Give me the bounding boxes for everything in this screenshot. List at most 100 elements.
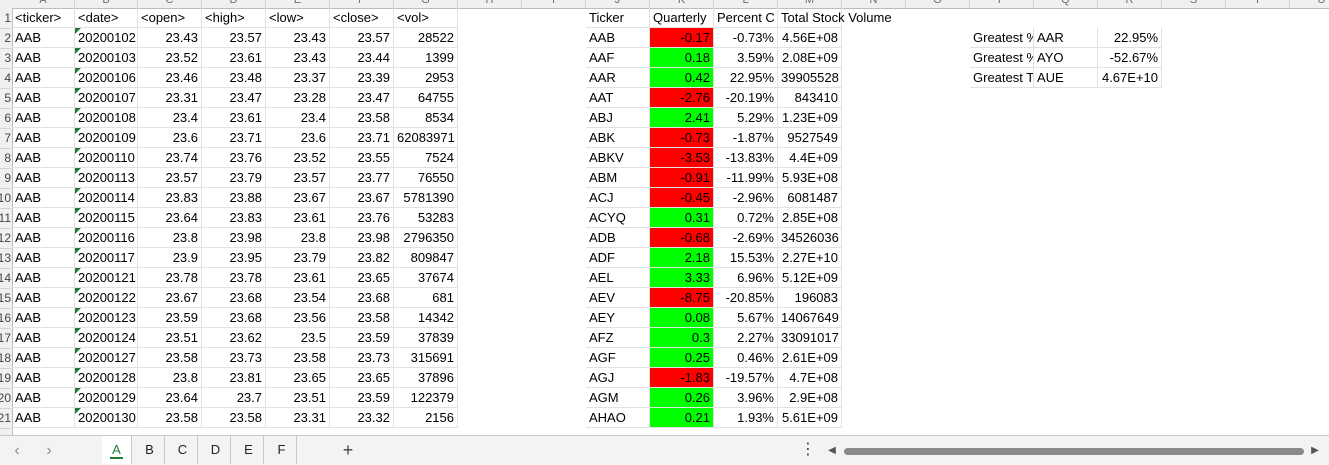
data-cell[interactable]: 23.52 [266,148,330,168]
ticker-cell[interactable]: AAB [12,148,75,168]
percent-change-cell[interactable]: -2.69% [714,228,778,248]
data-cell[interactable]: 23.76 [202,148,266,168]
data-cell[interactable]: 23.76 [330,208,394,228]
total-volume-cell[interactable]: 14067649 [778,308,842,328]
data-cell[interactable]: 23.83 [138,188,202,208]
percent-change-cell[interactable]: 0.46% [714,348,778,368]
percent-change-cell[interactable]: -11.99% [714,168,778,188]
row-header[interactable]: 3 [0,48,11,69]
ticker-cell[interactable]: AAB [12,28,75,48]
quarterly-change-cell[interactable]: 0.25 [650,348,714,368]
data-cell[interactable]: 20200114 [75,188,138,208]
data-cell[interactable]: 23.73 [202,348,266,368]
data-cell[interactable]: 20200115 [75,208,138,228]
row-header[interactable]: 18 [0,348,11,369]
data-cell[interactable]: 23.58 [266,348,330,368]
column-header[interactable]: N [842,0,906,8]
column-header[interactable]: U [1290,0,1329,8]
summary-header[interactable]: Percent C [714,8,778,28]
data-cell[interactable]: 62083971 [394,128,458,148]
percent-change-cell[interactable]: 5.67% [714,308,778,328]
percent-change-cell[interactable]: -13.83% [714,148,778,168]
data-cell[interactable]: 23.65 [330,268,394,288]
row-header[interactable]: 12 [0,228,11,249]
column-header[interactable]: K [650,0,714,8]
percent-change-cell[interactable]: 3.96% [714,388,778,408]
column-title[interactable]: <close> [330,8,394,28]
column-header[interactable]: S [1162,0,1226,8]
data-cell[interactable]: 23.65 [330,368,394,388]
quarterly-change-cell[interactable]: -8.75 [650,288,714,308]
column-header[interactable]: J [586,0,650,8]
row-header[interactable]: 13 [0,248,11,269]
data-cell[interactable]: 23.51 [138,328,202,348]
ticker-cell[interactable]: AAB [12,308,75,328]
row-header[interactable]: 4 [0,68,11,89]
total-volume-cell[interactable]: 9527549 [778,128,842,148]
data-cell[interactable]: 23.57 [202,28,266,48]
data-cell[interactable]: 37839 [394,328,458,348]
data-cell[interactable]: 23.61 [202,48,266,68]
more-options-icon[interactable]: ⋮ [800,441,816,458]
data-cell[interactable]: 20200106 [75,68,138,88]
data-cell[interactable]: 23.8 [138,368,202,388]
horizontal-scrollbar[interactable]: ◀ ▶ [826,445,1321,457]
total-volume-cell[interactable]: 196083 [778,288,842,308]
data-cell[interactable]: 23.4 [138,108,202,128]
summary-ticker[interactable]: ABK [586,128,650,148]
total-volume-cell[interactable]: 34526036 [778,228,842,248]
sheet-tab[interactable]: E [234,436,264,464]
column-header[interactable]: P [970,0,1034,8]
data-cell[interactable]: 23.59 [138,308,202,328]
sheet-tab[interactable]: B [135,436,165,464]
data-cell[interactable]: 23.43 [266,28,330,48]
column-header[interactable]: T [1226,0,1290,8]
data-cell[interactable]: 23.57 [330,28,394,48]
data-cell[interactable]: 23.54 [266,288,330,308]
data-cell[interactable]: 64755 [394,88,458,108]
data-cell[interactable]: 23.5 [266,328,330,348]
data-cell[interactable]: 23.47 [330,88,394,108]
data-cell[interactable]: 23.43 [266,48,330,68]
data-cell[interactable]: 23.9 [138,248,202,268]
total-volume-cell[interactable]: 4.4E+09 [778,148,842,168]
data-cell[interactable]: 23.78 [202,268,266,288]
total-volume-cell[interactable]: 2.61E+09 [778,348,842,368]
scroll-right-icon[interactable]: ▶ [1311,445,1319,456]
data-cell[interactable]: 20200122 [75,288,138,308]
data-cell[interactable]: 23.37 [266,68,330,88]
cell-area[interactable]: <ticker> <date> <open> <high> <low> <close> <v… [12,8,1329,435]
summary-ticker[interactable]: ACYQ [586,208,650,228]
percent-change-cell[interactable]: 2.27% [714,328,778,348]
data-cell[interactable]: 53283 [394,208,458,228]
row-header[interactable]: 16 [0,308,11,329]
total-volume-cell[interactable]: 2.9E+08 [778,388,842,408]
data-cell[interactable]: 23.64 [138,208,202,228]
quarterly-change-cell[interactable]: 2.18 [650,248,714,268]
data-cell[interactable]: 23.68 [202,288,266,308]
quarterly-change-cell[interactable]: -3.53 [650,148,714,168]
total-volume-cell[interactable]: 5.61E+09 [778,408,842,428]
total-volume-cell[interactable]: 5.12E+09 [778,268,842,288]
data-cell[interactable]: 809847 [394,248,458,268]
ticker-cell[interactable]: AAB [12,228,75,248]
column-title[interactable]: <date> [75,8,138,28]
greatest-value[interactable]: 4.67E+10 [1098,68,1162,88]
total-volume-cell[interactable]: 1.23E+09 [778,108,842,128]
data-cell[interactable]: 23.67 [138,288,202,308]
data-cell[interactable]: 23.58 [330,308,394,328]
quarterly-change-cell[interactable]: 3.33 [650,268,714,288]
ticker-cell[interactable]: AAB [12,328,75,348]
column-header[interactable]: R [1098,0,1162,8]
row-header[interactable]: 20 [0,388,11,409]
row-header[interactable]: 9 [0,168,11,189]
data-cell[interactable]: 20200108 [75,108,138,128]
quarterly-change-cell[interactable]: 0.18 [650,48,714,68]
data-cell[interactable]: 23.55 [330,148,394,168]
data-cell[interactable]: 23.56 [266,308,330,328]
next-sheet-icon[interactable]: › [46,442,52,459]
percent-change-cell[interactable]: 22.95% [714,68,778,88]
total-volume-cell[interactable]: 843410 [778,88,842,108]
summary-ticker[interactable]: ADF [586,248,650,268]
